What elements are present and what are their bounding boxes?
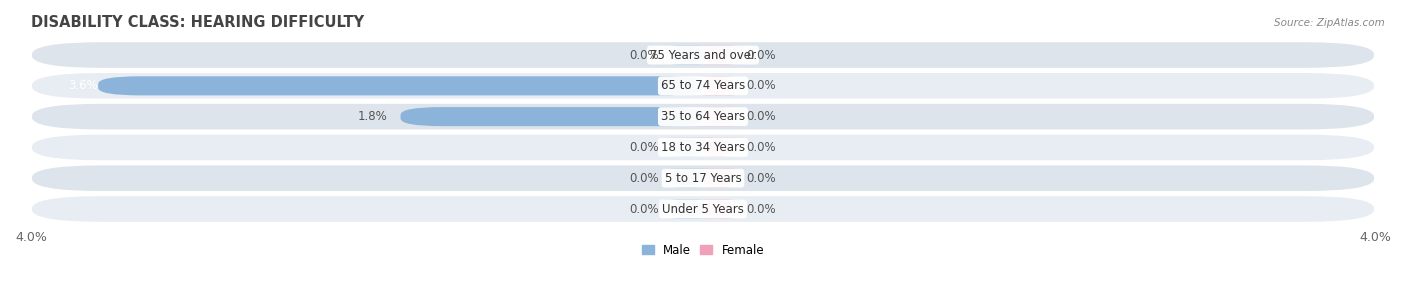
FancyBboxPatch shape (692, 107, 745, 126)
Text: 0.0%: 0.0% (747, 172, 776, 185)
FancyBboxPatch shape (692, 138, 745, 157)
Text: 35 to 64 Years: 35 to 64 Years (661, 110, 745, 123)
FancyBboxPatch shape (661, 45, 714, 65)
Text: 0.0%: 0.0% (630, 141, 659, 154)
Text: Under 5 Years: Under 5 Years (662, 203, 744, 216)
Text: 1.8%: 1.8% (357, 110, 387, 123)
FancyBboxPatch shape (31, 103, 1375, 131)
Text: 0.0%: 0.0% (630, 172, 659, 185)
FancyBboxPatch shape (692, 45, 745, 65)
Text: 5 to 17 Years: 5 to 17 Years (665, 172, 741, 185)
FancyBboxPatch shape (692, 76, 745, 95)
Text: DISABILITY CLASS: HEARING DIFFICULTY: DISABILITY CLASS: HEARING DIFFICULTY (31, 15, 364, 30)
Text: 0.0%: 0.0% (630, 48, 659, 62)
Text: 75 Years and over: 75 Years and over (650, 48, 756, 62)
Legend: Male, Female: Male, Female (637, 239, 769, 261)
Text: 0.0%: 0.0% (630, 203, 659, 216)
Text: 3.6%: 3.6% (69, 79, 98, 92)
Text: 0.0%: 0.0% (747, 110, 776, 123)
FancyBboxPatch shape (31, 72, 1375, 100)
FancyBboxPatch shape (661, 199, 714, 219)
Text: 0.0%: 0.0% (747, 141, 776, 154)
FancyBboxPatch shape (661, 169, 714, 188)
FancyBboxPatch shape (692, 169, 745, 188)
FancyBboxPatch shape (692, 199, 745, 219)
Text: 18 to 34 Years: 18 to 34 Years (661, 141, 745, 154)
FancyBboxPatch shape (31, 41, 1375, 69)
FancyBboxPatch shape (31, 134, 1375, 161)
FancyBboxPatch shape (98, 76, 703, 95)
Text: 65 to 74 Years: 65 to 74 Years (661, 79, 745, 92)
Text: 0.0%: 0.0% (747, 203, 776, 216)
FancyBboxPatch shape (401, 107, 703, 126)
FancyBboxPatch shape (31, 195, 1375, 223)
FancyBboxPatch shape (661, 138, 714, 157)
Text: 0.0%: 0.0% (747, 48, 776, 62)
Text: 0.0%: 0.0% (747, 79, 776, 92)
FancyBboxPatch shape (31, 164, 1375, 192)
Text: Source: ZipAtlas.com: Source: ZipAtlas.com (1274, 18, 1385, 28)
